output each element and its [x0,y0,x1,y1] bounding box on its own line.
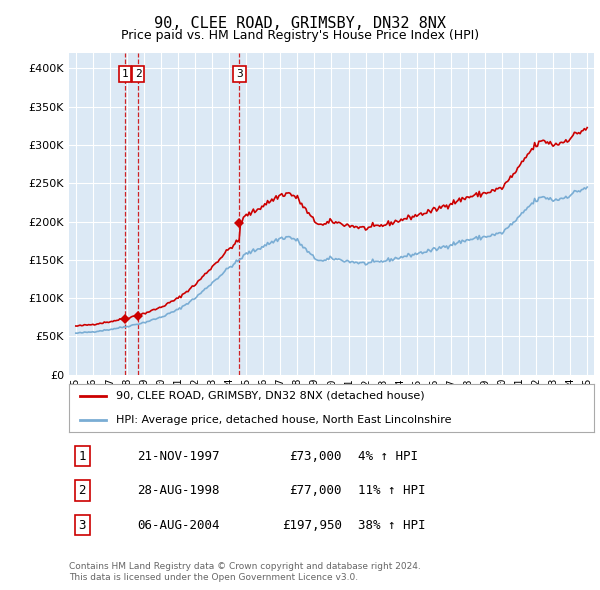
Text: 38% ↑ HPI: 38% ↑ HPI [358,519,425,532]
Text: £197,950: £197,950 [282,519,342,532]
Text: This data is licensed under the Open Government Licence v3.0.: This data is licensed under the Open Gov… [69,572,358,582]
Text: £73,000: £73,000 [290,450,342,463]
Text: 3: 3 [79,519,86,532]
Text: 06-AUG-2004: 06-AUG-2004 [137,519,220,532]
Text: 1: 1 [122,69,128,79]
Text: Contains HM Land Registry data © Crown copyright and database right 2024.: Contains HM Land Registry data © Crown c… [69,562,421,571]
Text: 90, CLEE ROAD, GRIMSBY, DN32 8NX: 90, CLEE ROAD, GRIMSBY, DN32 8NX [154,16,446,31]
Text: 1: 1 [79,450,86,463]
Text: 2: 2 [135,69,142,79]
Text: 21-NOV-1997: 21-NOV-1997 [137,450,220,463]
Text: Price paid vs. HM Land Registry's House Price Index (HPI): Price paid vs. HM Land Registry's House … [121,29,479,42]
Text: 90, CLEE ROAD, GRIMSBY, DN32 8NX (detached house): 90, CLEE ROAD, GRIMSBY, DN32 8NX (detach… [116,391,425,401]
Text: 11% ↑ HPI: 11% ↑ HPI [358,484,425,497]
Text: 2: 2 [79,484,86,497]
Text: £77,000: £77,000 [290,484,342,497]
Text: 4% ↑ HPI: 4% ↑ HPI [358,450,418,463]
Text: 3: 3 [236,69,243,79]
Text: 28-AUG-1998: 28-AUG-1998 [137,484,220,497]
Text: HPI: Average price, detached house, North East Lincolnshire: HPI: Average price, detached house, Nort… [116,415,452,425]
